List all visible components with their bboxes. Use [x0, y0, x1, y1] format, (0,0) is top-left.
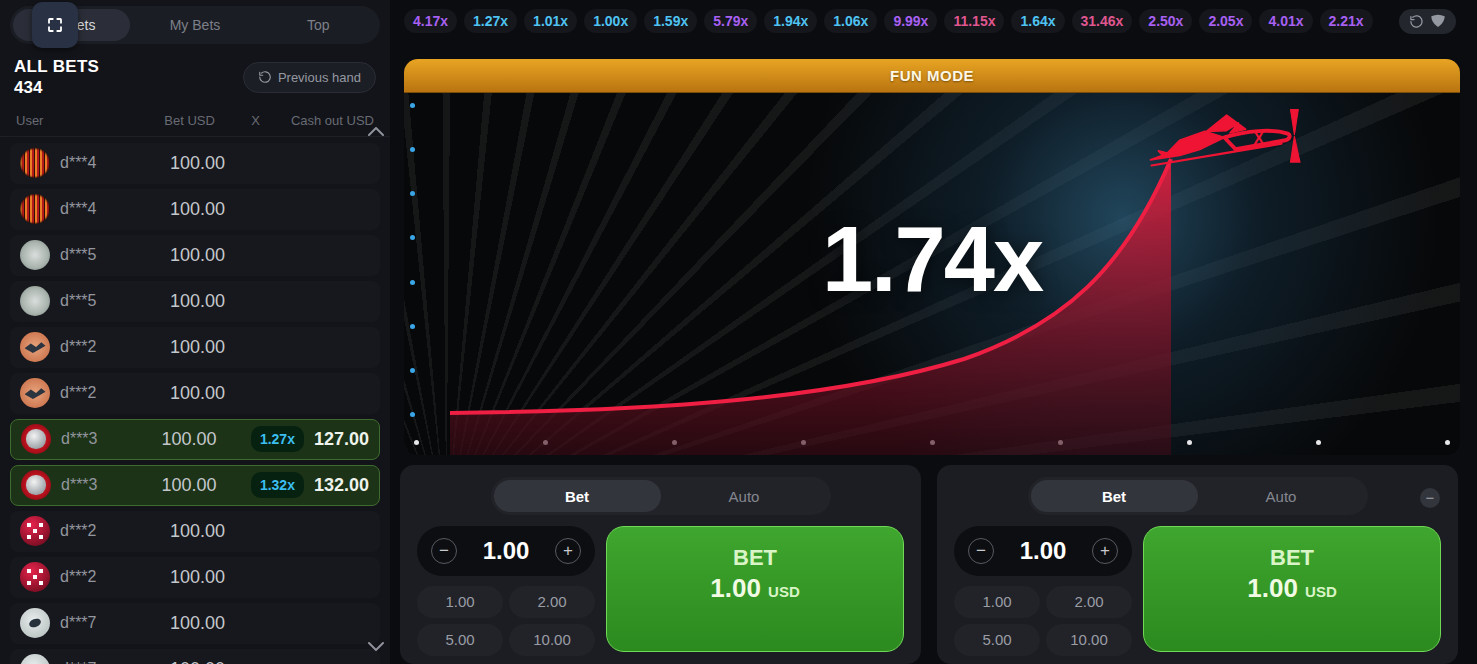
svg-text:X: X: [1254, 130, 1265, 147]
